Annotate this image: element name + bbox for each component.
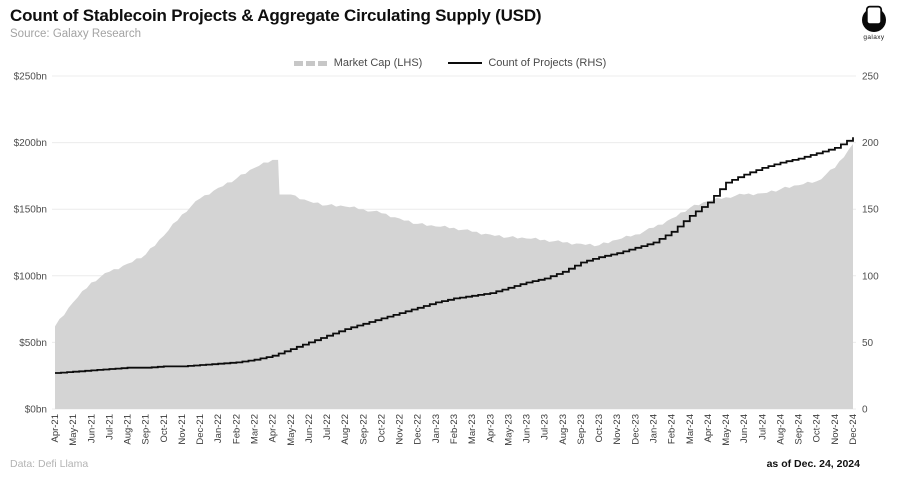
- x-axis-tick-label: Dec-24: [848, 414, 859, 445]
- x-axis-tick-label: Jan-24: [649, 414, 660, 443]
- left-axis-tick-label: $0bn: [25, 405, 47, 416]
- x-axis-tick-label: Dec-23: [630, 414, 641, 445]
- x-axis-tick-label: Feb-23: [449, 414, 460, 444]
- x-axis-tick-label: Feb-24: [667, 414, 678, 444]
- x-axis-tick-label: Feb-22: [231, 414, 242, 444]
- right-axis-tick-label: 50: [862, 338, 874, 349]
- count-of-projects-line: [55, 137, 854, 374]
- x-axis-tick-label: Mar-23: [467, 414, 478, 444]
- left-axis-tick-label: $150bn: [14, 205, 47, 216]
- x-axis-tick-label: Jun-21: [86, 414, 97, 443]
- left-axis-tick-label: $100bn: [14, 271, 47, 282]
- x-axis-tick-label: Jul-22: [322, 414, 333, 440]
- x-axis-tick-label: Jul-24: [757, 414, 768, 440]
- source-label: Source: Galaxy Research: [10, 28, 142, 40]
- x-axis-tick-label: Oct-24: [812, 414, 823, 443]
- right-axis-tick-label: 0: [862, 405, 868, 416]
- x-axis-tick-label: May-24: [721, 414, 732, 446]
- x-axis-tick-label: Dec-21: [195, 414, 206, 445]
- chart-legend: Market Cap (LHS) Count of Projects (RHS): [0, 57, 900, 69]
- count-of-projects-swatch-icon: [448, 62, 483, 64]
- x-axis-tick-label: May-22: [286, 414, 297, 446]
- left-axis-tick-label: $200bn: [14, 138, 47, 149]
- x-axis-tick-label: Oct-21: [159, 414, 170, 443]
- x-axis-tick-label: Nov-22: [395, 414, 406, 445]
- x-axis-tick-label: Aug-23: [558, 414, 569, 445]
- x-axis-tick-label: Sep-23: [576, 414, 587, 445]
- x-axis-tick-label: Sep-21: [141, 414, 152, 445]
- x-axis-tick-label: May-21: [68, 414, 79, 446]
- x-axis-tick-label: May-23: [503, 414, 514, 446]
- x-axis-tick-label: Jul-21: [104, 414, 115, 440]
- x-axis-tick-label: Mar-22: [250, 414, 261, 444]
- as-of-date: as of Dec. 24, 2024: [766, 458, 860, 470]
- legend-label-market-cap: Market Cap (LHS): [333, 57, 423, 69]
- x-axis-tick-label: Jul-23: [540, 414, 551, 440]
- x-axis-tick-label: Nov-21: [177, 414, 188, 445]
- market-cap-area: [55, 143, 853, 409]
- x-axis-tick-label: Apr-23: [485, 414, 496, 443]
- x-axis-tick-label: Oct-22: [377, 414, 388, 443]
- x-axis-tick-label: Mar-24: [685, 414, 696, 444]
- x-axis-tick-label: Sep-22: [358, 414, 369, 445]
- market-cap-swatch-icon: [293, 60, 328, 66]
- chart-footer: Data: Defi Llama as of Dec. 24, 2024: [0, 458, 900, 474]
- legend-item-count-of-projects: Count of Projects (RHS): [448, 57, 606, 69]
- chart-header: Count of Stablecoin Projects & Aggregate…: [0, 0, 900, 50]
- x-axis-tick-label: Jun-24: [739, 414, 750, 443]
- left-axis-tick-label: $50bn: [19, 338, 47, 349]
- galaxy-logo-icon: [862, 5, 886, 32]
- x-axis-tick-label: Apr-21: [50, 414, 61, 443]
- x-axis-tick-label: Nov-24: [830, 414, 841, 445]
- x-axis-tick-label: Jan-23: [431, 414, 442, 443]
- x-axis-tick-label: Aug-24: [776, 414, 787, 445]
- right-axis-tick-label: 250: [862, 72, 879, 83]
- x-axis-tick-label: Jun-22: [304, 414, 315, 443]
- x-axis-tick-label: Apr-24: [703, 414, 714, 443]
- x-axis-tick-label: Aug-21: [123, 414, 134, 445]
- right-axis-tick-label: 200: [862, 138, 879, 149]
- x-axis-tick-label: Jun-23: [522, 414, 533, 443]
- page-title: Count of Stablecoin Projects & Aggregate…: [10, 6, 542, 25]
- galaxy-logo: galaxy: [857, 4, 891, 41]
- left-axis-tick-label: $250bn: [14, 72, 47, 83]
- x-axis-tick-label: Oct-23: [594, 414, 605, 443]
- x-axis-tick-label: Nov-23: [612, 414, 623, 445]
- right-axis-tick-label: 150: [862, 205, 879, 216]
- legend-label-count-of-projects: Count of Projects (RHS): [488, 57, 607, 69]
- x-axis-tick-label: Sep-24: [794, 414, 805, 445]
- right-axis-tick-label: 100: [862, 271, 879, 282]
- data-source-note: Data: Defi Llama: [10, 458, 89, 470]
- x-axis-tick-label: Aug-22: [340, 414, 351, 445]
- x-axis-tick-label: Dec-22: [413, 414, 424, 445]
- x-axis-tick-label: Apr-22: [268, 414, 279, 443]
- legend-item-market-cap: Market Cap (LHS): [293, 57, 423, 69]
- galaxy-logo-text: galaxy: [863, 34, 885, 41]
- x-axis-tick-label: Jan-22: [213, 414, 224, 443]
